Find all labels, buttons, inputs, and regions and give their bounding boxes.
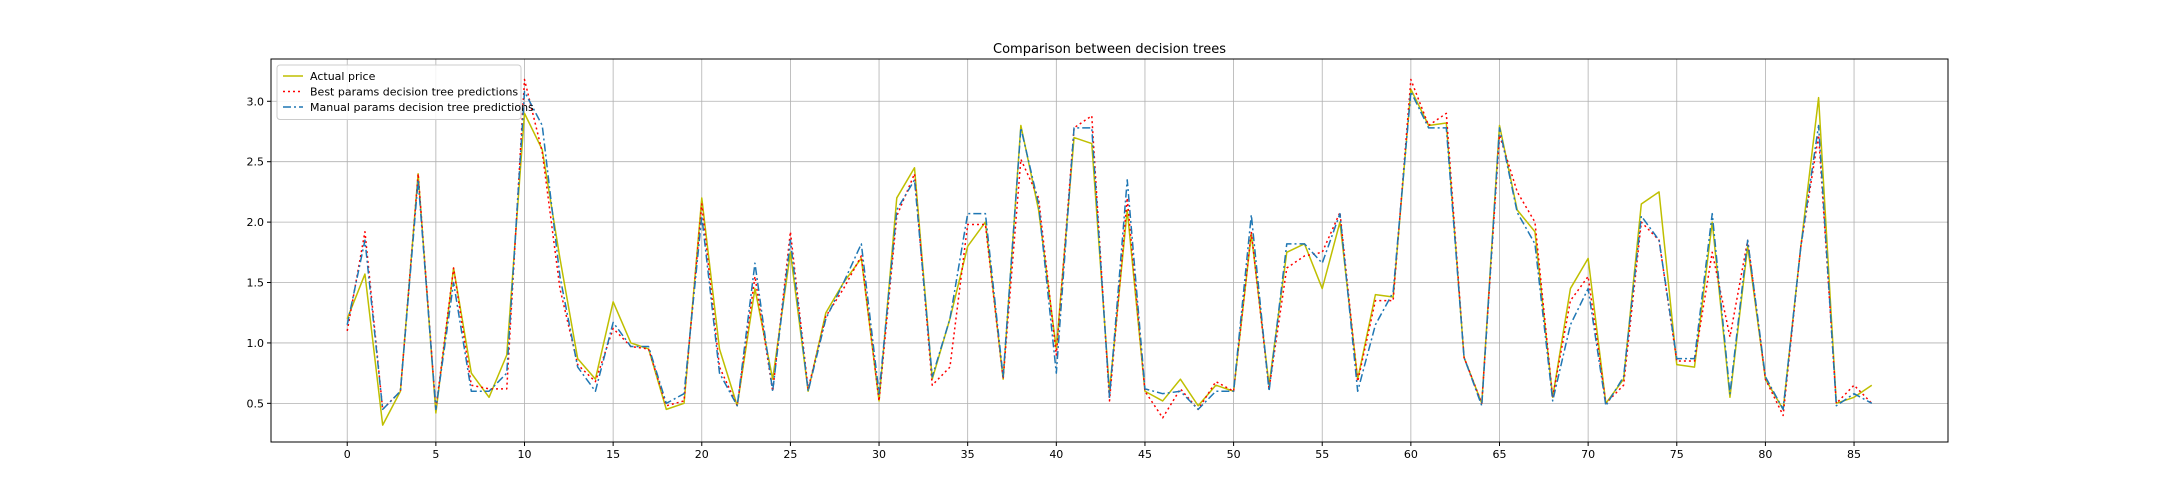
plot-frame — [270, 58, 1949, 443]
legend-box — [276, 64, 522, 120]
legend-label: Manual params decision tree predictions — [310, 101, 534, 114]
legend: Actual price Best params decision tree pr… — [276, 64, 534, 120]
y-tick-label: 3.0 — [247, 95, 265, 108]
x-tick-label: 85 — [1847, 448, 1861, 461]
x-tick-label: 60 — [1404, 448, 1418, 461]
x-tick-label: 65 — [1493, 448, 1507, 461]
y-tick-label: 0.5 — [247, 397, 265, 410]
x-tick-label: 75 — [1670, 448, 1684, 461]
x-tick-label: 25 — [783, 448, 797, 461]
x-tick-label: 20 — [695, 448, 709, 461]
axis-ticks: 0 5 10 15 20 25 30 35 40 45 50 55 60 65 70 75 80 85 0.5 1.0… — [247, 95, 1862, 461]
x-tick-label: 70 — [1581, 448, 1595, 461]
legend-label: Best params decision tree predictions — [310, 86, 518, 99]
x-tick-label: 35 — [961, 448, 975, 461]
x-tick-label: 80 — [1758, 448, 1772, 461]
series-line-3 — [346, 90, 1873, 411]
x-tick-label: 50 — [1227, 448, 1241, 461]
x-tick-label: 45 — [1138, 448, 1152, 461]
y-tick-label: 1.5 — [247, 277, 265, 290]
y-tick-label: 1.0 — [247, 337, 265, 350]
series-line-2 — [346, 78, 1873, 419]
x-tick-label: 30 — [872, 448, 886, 461]
x-tick-label: 40 — [1049, 448, 1063, 461]
x-tick-label: 55 — [1315, 448, 1329, 461]
x-tick-label: 10 — [518, 448, 532, 461]
y-tick-label: 2.0 — [247, 216, 265, 229]
x-tick-label: 5 — [432, 448, 439, 461]
legend-label: Actual price — [310, 70, 376, 83]
x-tick-label: 0 — [344, 448, 351, 461]
plot-series — [346, 78, 1873, 426]
chart-title: Comparison between decision trees — [993, 42, 1226, 57]
y-tick-label: 2.5 — [247, 156, 265, 169]
x-tick-label: 15 — [606, 448, 620, 461]
